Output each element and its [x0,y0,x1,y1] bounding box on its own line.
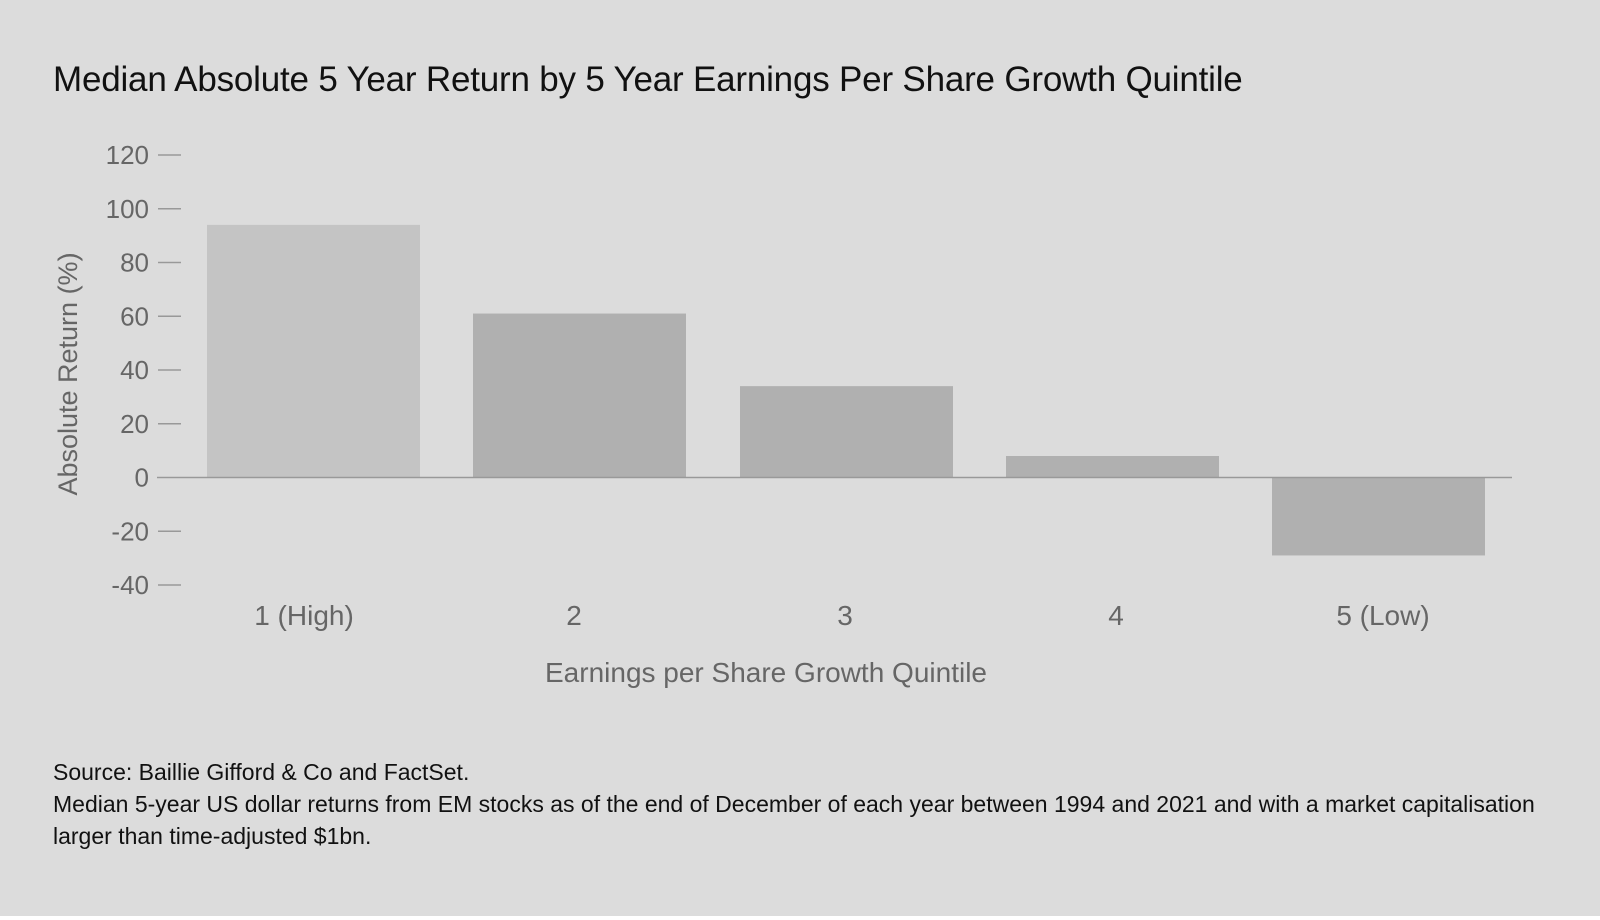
y-tick-label: -40 [111,570,149,600]
bar-1 [207,224,420,478]
y-axis-ticks: 120 100 80 60 40 20 0 -20 -40 [106,140,181,600]
bar-5 [1272,477,1485,556]
bottom-border [0,916,1600,920]
x-tick-label: 3 [837,600,853,631]
y-tick-label: 0 [135,463,149,493]
x-tick-label: 4 [1108,600,1124,631]
source-note: Source: Baillie Gifford & Co and FactSet… [53,759,470,785]
y-tick-label: 100 [106,194,149,224]
bars [207,224,1485,556]
x-tick-label: 2 [566,600,582,631]
y-tick-label: 20 [120,409,149,439]
y-tick-label: -20 [111,516,149,546]
footnote: Source: Baillie Gifford & Co and FactSet… [53,756,1543,852]
y-tick-label: 80 [120,248,149,278]
x-tick-label: 1 (High) [254,600,354,631]
y-tick-label: 120 [106,140,149,170]
bar-2 [473,313,686,478]
chart-title: Median Absolute 5 Year Return by 5 Year … [53,60,1243,99]
y-tick-label: 40 [120,355,149,385]
y-tick-label: 60 [120,301,149,331]
bar-3 [740,386,953,478]
bar-4 [1006,456,1219,478]
x-axis-label: Earnings per Share Growth Quintile [545,657,987,688]
x-axis-tick-labels: 1 (High) 2 3 4 5 (Low) [254,600,1429,631]
x-tick-label: 5 (Low) [1336,600,1429,631]
y-axis-label: Absolute Return (%) [53,252,83,495]
bar-chart: 120 100 80 60 40 20 0 -20 -40 1 (High) 2 3 4 5 (Low)… [53,140,1512,688]
method-note: Median 5-year US dollar returns from EM … [53,791,1535,849]
